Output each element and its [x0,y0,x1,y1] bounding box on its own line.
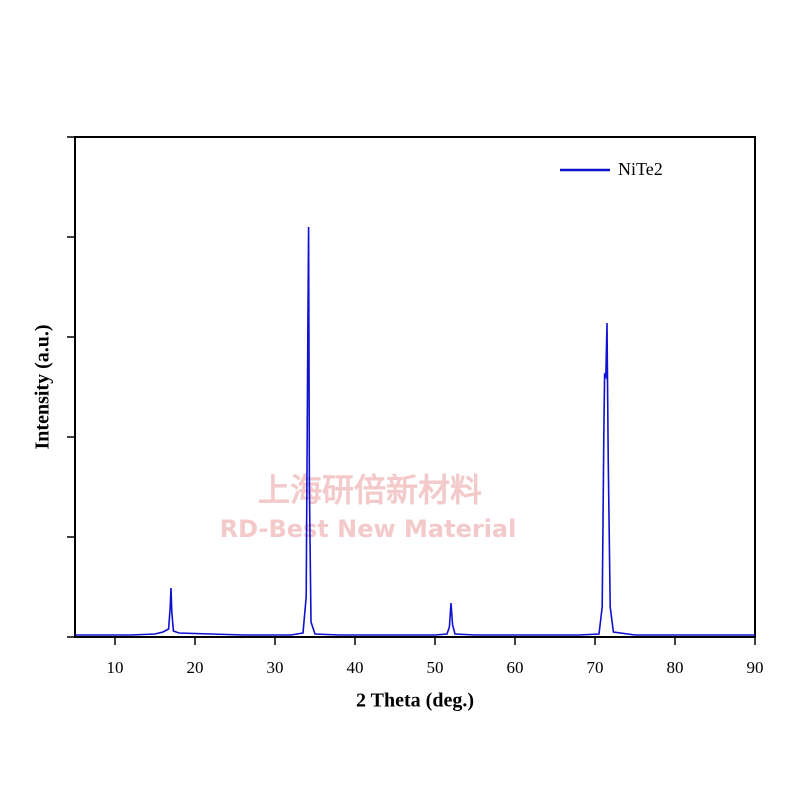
x-tick-label: 70 [587,658,604,677]
x-tick-label: 80 [667,658,684,677]
x-tick-label: 60 [507,658,524,677]
x-tick-label: 20 [187,658,204,677]
data-line [75,226,755,636]
x-axis-label: 2 Theta (deg.) [356,690,474,712]
watermark: RD-Best New Material [220,515,517,543]
legend-label: NiTe2 [618,159,663,179]
x-tick-label: 90 [747,658,764,677]
y-axis-label: Intensity (a.u.) [32,324,54,449]
plot-frame [74,136,756,638]
x-tick-label: 10 [107,658,124,677]
x-tick-label: 40 [347,658,364,677]
x-tick-label: 50 [427,658,444,677]
watermark: 上海研倍新材料 [258,471,482,509]
x-tick-label: 30 [267,658,284,677]
